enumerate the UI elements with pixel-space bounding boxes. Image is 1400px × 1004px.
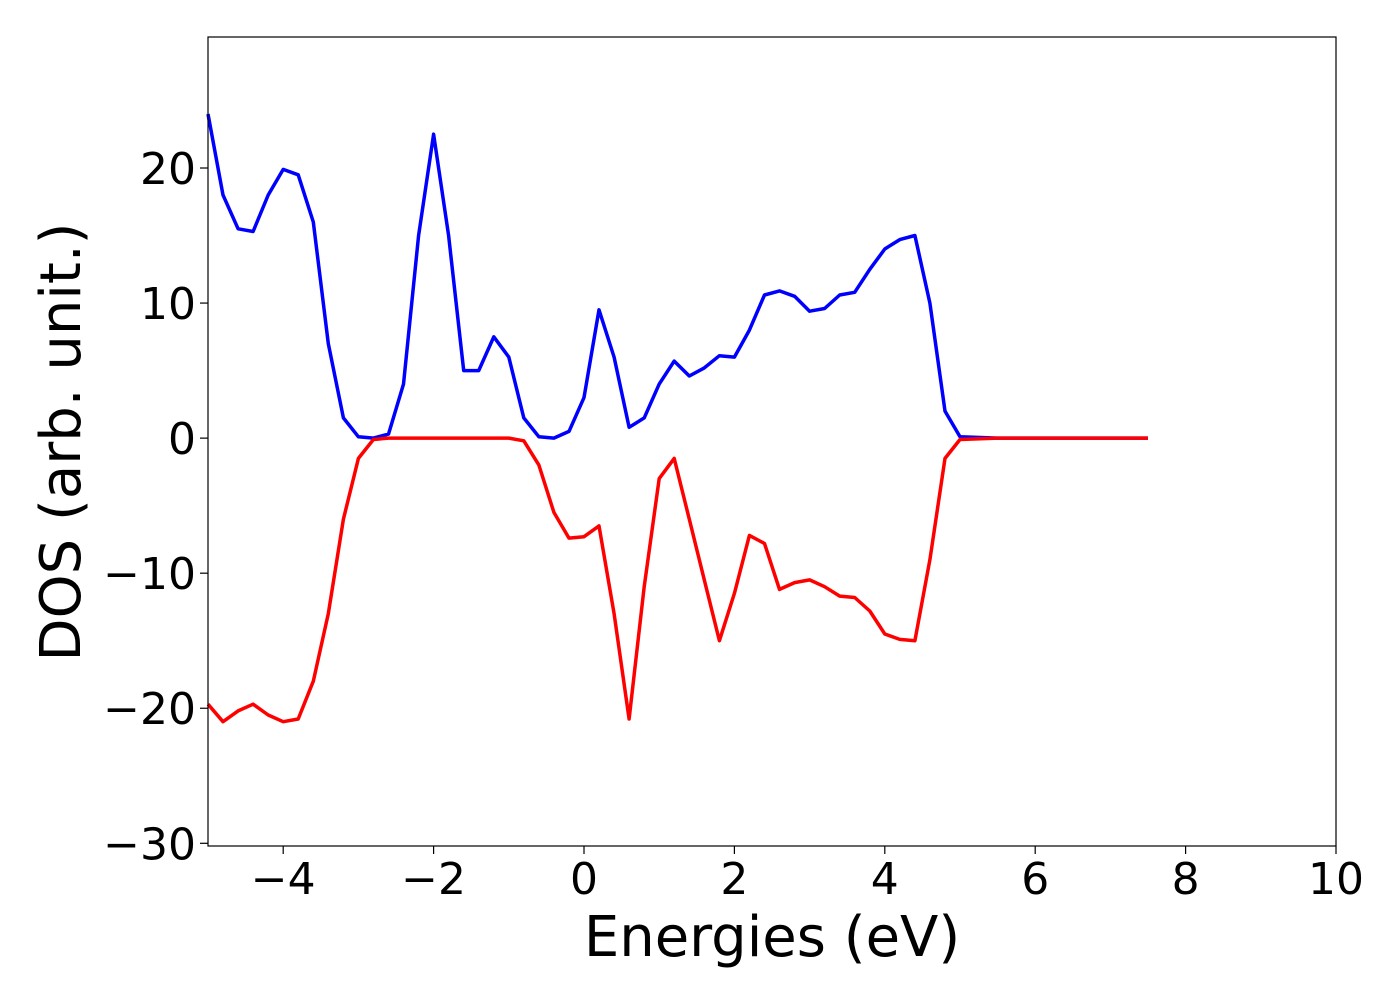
y-tick-label: 10 xyxy=(140,279,196,330)
y-tick-label: −20 xyxy=(103,684,196,735)
x-axis-label: Energies (eV) xyxy=(584,905,960,970)
x-tick-label: 8 xyxy=(1172,854,1200,905)
plot-frame xyxy=(207,36,1337,847)
line xyxy=(206,436,1148,724)
x-tick-label: 6 xyxy=(1021,854,1049,905)
x-tick-label: 10 xyxy=(1308,854,1364,905)
y-axis-label: DOS (arb. unit.) xyxy=(29,222,94,661)
x-tick-label: 4 xyxy=(871,854,899,905)
y-tick-label: −10 xyxy=(103,549,196,600)
x-tick-label: −4 xyxy=(251,854,316,905)
x-tick-label: 2 xyxy=(720,854,748,905)
line xyxy=(206,113,1148,440)
y-tick-label: −30 xyxy=(103,819,196,870)
y-tick-label: 0 xyxy=(168,414,196,465)
y-tick-label: 20 xyxy=(140,144,196,195)
x-tick-label: −2 xyxy=(401,854,466,905)
x-tick-label: 0 xyxy=(570,854,598,905)
